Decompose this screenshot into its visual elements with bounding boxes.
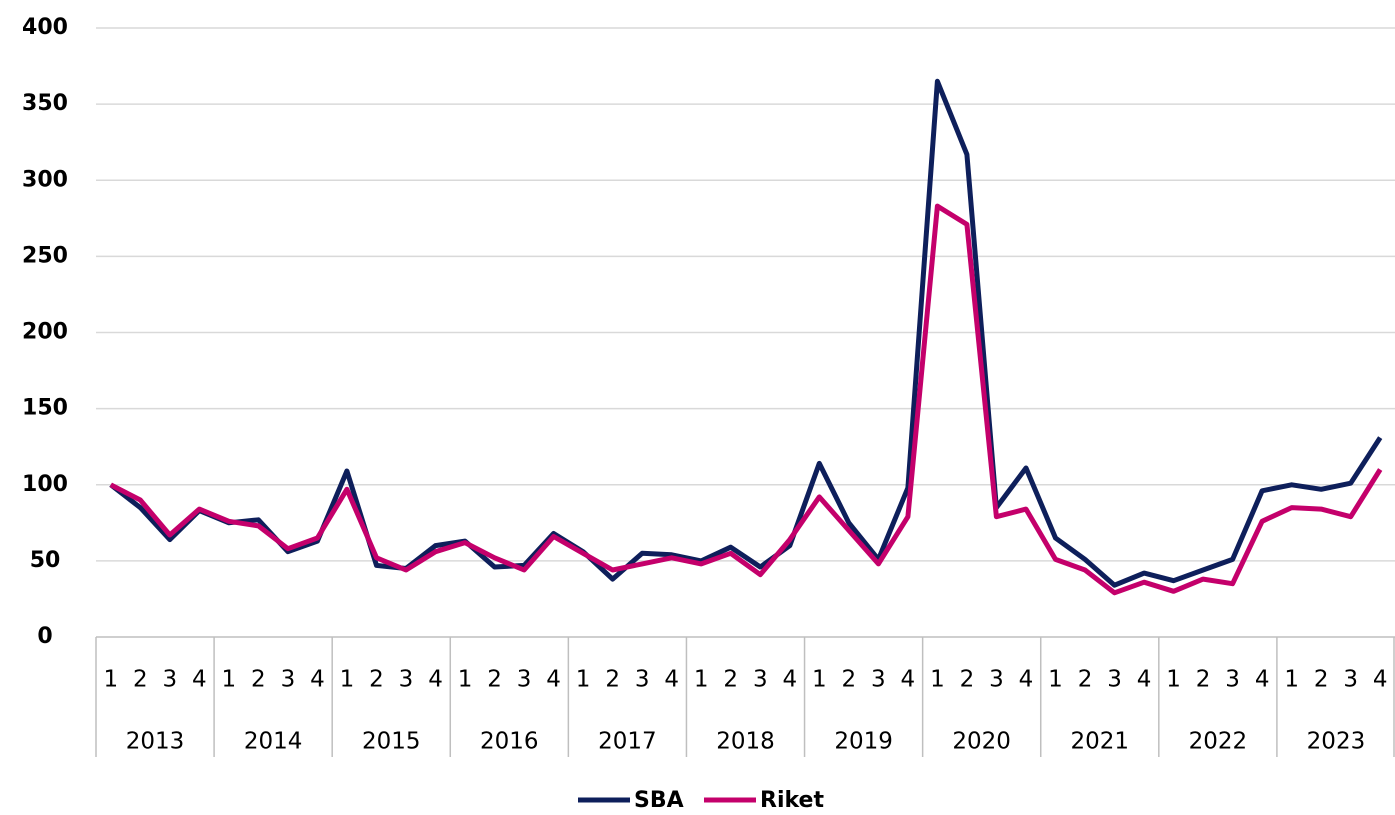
line-series — [109, 203, 1383, 596]
x-tick-label: 2 — [1314, 667, 1329, 693]
x-tick-label: 4 — [1019, 667, 1034, 693]
x-tick-label: 3 — [1343, 667, 1358, 693]
x-tick-label: 4 — [310, 667, 325, 693]
x-tick-label: 2 — [251, 667, 266, 693]
x-tick-label: 3 — [753, 667, 768, 693]
x-tick-label: 4 — [1137, 667, 1152, 693]
x-tick-label: 4 — [901, 667, 916, 693]
y-tick-label: 200 — [22, 320, 68, 345]
x-tick-label: 3 — [162, 667, 177, 693]
x-tick-label: 1 — [930, 667, 945, 693]
x-tick-label: 2 — [605, 667, 620, 693]
x-tick-label: 1 — [576, 667, 591, 693]
x-tick-label: 2 — [1078, 667, 1093, 693]
x-group-label: 2016 — [480, 729, 539, 755]
x-tick-label: 1 — [812, 667, 827, 693]
x-tick-label: 2 — [723, 667, 738, 693]
x-group-label: 2015 — [362, 729, 421, 755]
x-tick-label: 4 — [192, 667, 207, 693]
y-tick-label: 250 — [22, 243, 68, 268]
x-group-label: 2018 — [716, 729, 775, 755]
x-tick-label: 4 — [782, 667, 797, 693]
x-group-label: 2017 — [598, 729, 657, 755]
x-tick-label: 2 — [842, 667, 857, 693]
y-tick-label: 300 — [22, 167, 68, 192]
legend-label: Riket — [760, 788, 824, 813]
x-tick-label: 3 — [989, 667, 1004, 693]
x-tick-label: 3 — [635, 667, 650, 693]
x-tick-label: 4 — [1255, 667, 1270, 693]
legend-label: SBA — [634, 788, 684, 813]
x-tick-label: 4 — [664, 667, 679, 693]
x-tick-label: 3 — [281, 667, 296, 693]
y-tick-label: 150 — [22, 396, 68, 421]
x-group-label: 2020 — [952, 729, 1011, 755]
x-tick-label: 2 — [487, 667, 502, 693]
x-tick-label: 1 — [340, 667, 355, 693]
x-tick-label: 4 — [546, 667, 561, 693]
x-tick-label: 1 — [694, 667, 709, 693]
x-group-label: 2019 — [834, 729, 893, 755]
y-tick-label: 0 — [37, 624, 52, 649]
x-tick-label: 3 — [517, 667, 532, 693]
x-tick-label: 4 — [428, 667, 443, 693]
x-tick-label: 2 — [960, 667, 975, 693]
y-tick-label: 50 — [30, 548, 61, 573]
x-tick-label: 1 — [1048, 667, 1063, 693]
x-tick-label: 1 — [1166, 667, 1181, 693]
x-tick-label: 3 — [871, 667, 886, 693]
x-tick-label: 3 — [399, 667, 414, 693]
x-group-label: 2013 — [126, 729, 185, 755]
x-group-label: 2021 — [1070, 729, 1129, 755]
x-group-label: 2014 — [244, 729, 303, 755]
y-tick-label: 400 — [22, 15, 68, 40]
x-tick-label: 2 — [133, 667, 148, 693]
x-tick-label: 2 — [369, 667, 384, 693]
x-tick-label: 1 — [458, 667, 473, 693]
y-tick-label: 350 — [22, 91, 68, 116]
y-tick-label: 100 — [22, 472, 68, 497]
x-tick-label: 1 — [103, 667, 118, 693]
x-tick-label: 3 — [1107, 667, 1122, 693]
x-tick-label: 4 — [1373, 667, 1388, 693]
x-tick-label: 1 — [1284, 667, 1299, 693]
x-tick-label: 3 — [1225, 667, 1240, 693]
x-group-label: 2022 — [1189, 729, 1248, 755]
x-tick-label: 1 — [222, 667, 237, 693]
x-tick-label: 2 — [1196, 667, 1211, 693]
x-group-label: 2023 — [1307, 729, 1366, 755]
